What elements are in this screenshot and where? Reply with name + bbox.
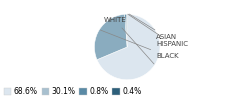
- Wedge shape: [94, 14, 127, 60]
- Text: WHITE: WHITE: [104, 17, 154, 64]
- Wedge shape: [125, 14, 127, 47]
- Wedge shape: [126, 14, 127, 47]
- Text: HISPANIC: HISPANIC: [128, 14, 188, 47]
- Text: ASIAN: ASIAN: [129, 14, 177, 40]
- Legend: 68.6%, 30.1%, 0.8%, 0.4%: 68.6%, 30.1%, 0.8%, 0.4%: [4, 87, 141, 96]
- Text: BLACK: BLACK: [100, 30, 179, 59]
- Wedge shape: [97, 14, 160, 80]
